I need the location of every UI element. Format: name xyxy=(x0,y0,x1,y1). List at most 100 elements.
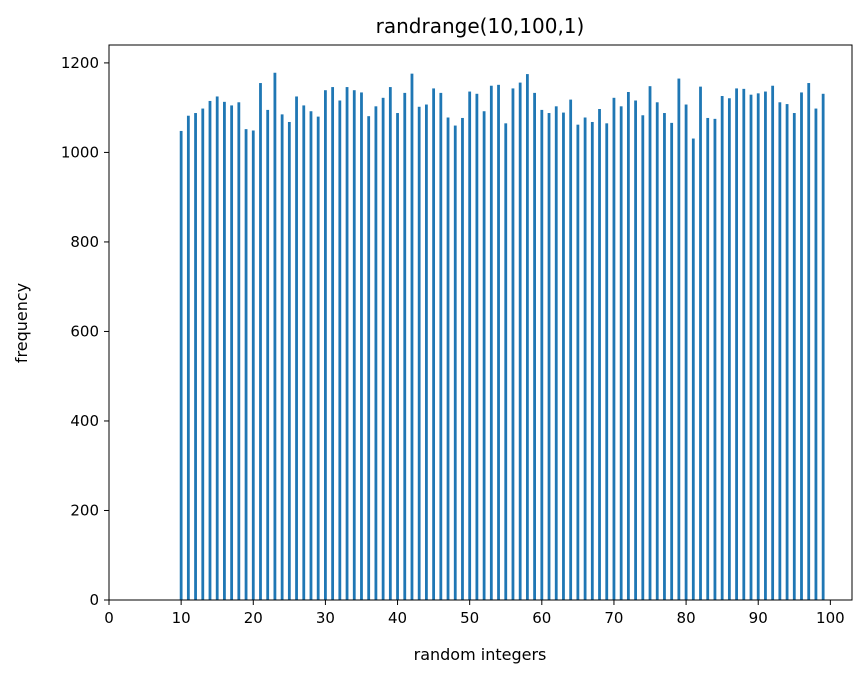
bar-53 xyxy=(489,85,493,601)
bar-75 xyxy=(648,86,652,601)
bar-19 xyxy=(244,129,248,600)
x-tick-label-10: 10 xyxy=(172,609,191,627)
bar-95 xyxy=(792,113,796,600)
plot-frame xyxy=(108,44,853,601)
bar-11 xyxy=(186,115,190,600)
bar-67 xyxy=(590,121,594,600)
y-axis-label: frequency xyxy=(12,283,31,363)
bar-70 xyxy=(612,97,616,600)
y-tick-label-600: 600 xyxy=(70,322,99,340)
bar-97 xyxy=(807,83,811,601)
bar-47 xyxy=(446,117,450,600)
bar-94 xyxy=(785,104,789,600)
bar-82 xyxy=(699,86,702,601)
bar-65 xyxy=(576,124,580,601)
bar-35 xyxy=(360,92,363,600)
bar-28 xyxy=(309,111,313,601)
x-axis-ticks: 0 10 20 30 40 50 60 70 80 90 100 xyxy=(104,600,845,627)
bar-68 xyxy=(598,109,601,600)
bar-74 xyxy=(641,115,645,601)
bar-16 xyxy=(223,101,226,600)
bar-44 xyxy=(425,104,428,600)
bar-14 xyxy=(208,100,212,600)
bar-83 xyxy=(706,117,710,601)
bar-99 xyxy=(821,93,825,600)
bar-42 xyxy=(410,73,414,600)
bar-62 xyxy=(554,106,558,600)
y-tick-label-800: 800 xyxy=(70,233,99,251)
bar-78 xyxy=(670,122,674,600)
bar-37 xyxy=(374,106,378,600)
x-tick-label-80: 80 xyxy=(677,609,696,627)
y-tick-label-400: 400 xyxy=(70,412,99,430)
bar-66 xyxy=(583,117,587,600)
y-tick-label-1200: 1200 xyxy=(61,54,99,72)
bar-79 xyxy=(677,78,681,600)
bar-10 xyxy=(179,130,183,600)
bar-34 xyxy=(352,90,356,601)
bar-46 xyxy=(439,92,443,600)
bar-93 xyxy=(778,102,782,600)
x-tick-label-20: 20 xyxy=(244,609,263,627)
bar-26 xyxy=(295,96,298,600)
bar-22 xyxy=(266,109,270,601)
y-axis-ticks: 0 200 400 600 800 1000 1200 xyxy=(61,54,109,609)
bar-30 xyxy=(324,90,327,601)
bar-77 xyxy=(663,113,666,600)
bar-87 xyxy=(735,88,738,601)
bar-56 xyxy=(511,88,515,601)
bar-18 xyxy=(237,102,241,600)
bars-group xyxy=(179,72,825,601)
chart-title: randrange(10,100,1) xyxy=(376,14,585,38)
bar-36 xyxy=(367,116,371,601)
bar-89 xyxy=(749,94,753,601)
bar-17 xyxy=(230,105,234,601)
bar-33 xyxy=(345,87,349,600)
bar-55 xyxy=(504,123,508,600)
bar-24 xyxy=(280,114,284,601)
bar-81 xyxy=(691,138,695,601)
y-tick-label-0: 0 xyxy=(89,591,99,609)
y-tick-label-1000: 1000 xyxy=(61,143,99,161)
bar-20 xyxy=(251,130,255,601)
bar-32 xyxy=(338,100,342,600)
bar-84 xyxy=(713,118,717,600)
bar-23 xyxy=(273,72,277,600)
x-tick-label-60: 60 xyxy=(532,609,551,627)
bar-41 xyxy=(403,92,407,600)
bar-69 xyxy=(605,123,609,600)
bar-39 xyxy=(388,87,392,600)
bar-76 xyxy=(655,102,659,600)
bar-88 xyxy=(742,88,746,601)
bar-96 xyxy=(800,92,803,600)
bar-80 xyxy=(684,104,688,600)
bar-59 xyxy=(533,92,536,600)
bar-45 xyxy=(432,88,436,601)
x-axis-label: random integers xyxy=(414,645,547,664)
bar-92 xyxy=(771,85,775,601)
y-tick-label-200: 200 xyxy=(70,501,99,519)
bar-91 xyxy=(764,91,767,601)
x-tick-label-100: 100 xyxy=(816,609,845,627)
bar-61 xyxy=(547,113,551,600)
bar-71 xyxy=(619,106,623,600)
bar-21 xyxy=(259,83,262,601)
bar-72 xyxy=(626,92,630,600)
x-tick-label-40: 40 xyxy=(388,609,407,627)
x-tick-label-70: 70 xyxy=(604,609,623,627)
bar-85 xyxy=(720,96,724,601)
bar-49 xyxy=(461,117,464,601)
x-tick-label-30: 30 xyxy=(316,609,335,627)
bar-38 xyxy=(381,97,385,600)
x-tick-label-0: 0 xyxy=(104,609,114,627)
bar-31 xyxy=(331,87,335,600)
bar-15 xyxy=(215,96,219,600)
bar-60 xyxy=(540,109,544,601)
bar-58 xyxy=(525,74,529,601)
bar-13 xyxy=(201,108,205,600)
bar-48 xyxy=(453,125,457,600)
bar-86 xyxy=(727,98,731,600)
bar-73 xyxy=(634,100,637,600)
bar-64 xyxy=(569,99,573,600)
